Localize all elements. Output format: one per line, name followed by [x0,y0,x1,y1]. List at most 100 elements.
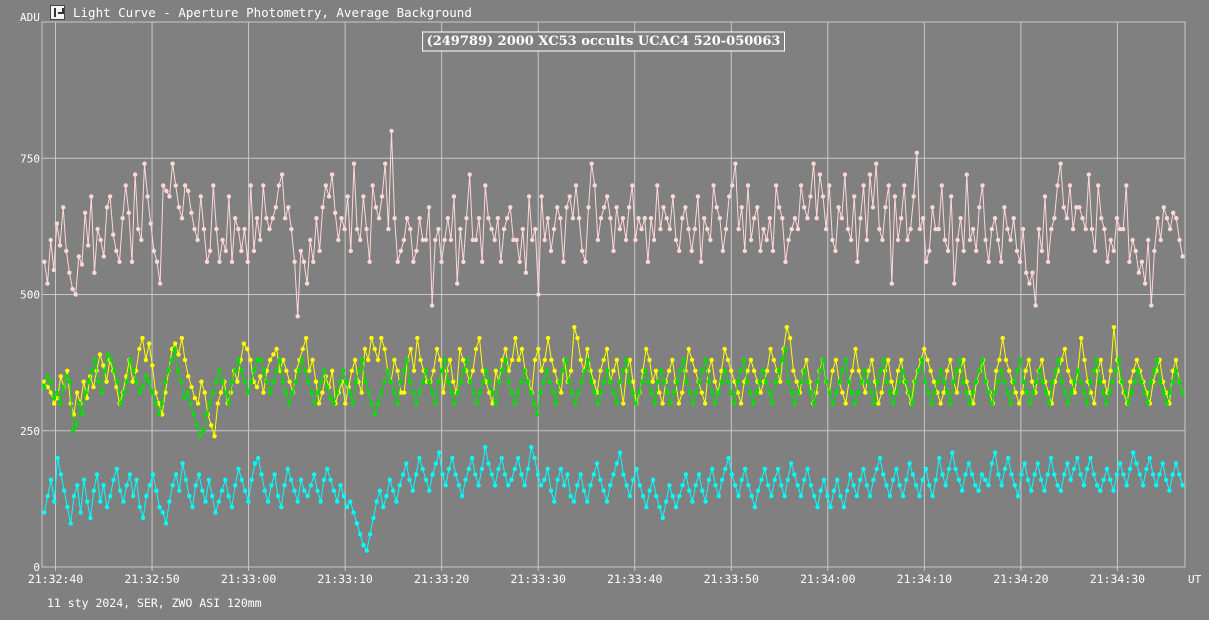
series-0-point [720,248,726,254]
series-0-point [45,281,50,286]
series-0-point [517,259,522,264]
series-1-point [559,390,564,395]
series-2-point [570,390,575,395]
series-3-point [910,472,915,477]
series-3-point [956,477,962,482]
series-2-point [992,390,998,395]
series-1-point [944,368,950,373]
series-3-point [552,499,557,504]
series-1-point [156,401,162,406]
series-2-point [1027,401,1033,406]
series-3-point [785,477,790,482]
series-3-point [154,488,159,493]
series-1-point [58,374,63,379]
series-2-point [1040,379,1045,384]
series-3-point [871,477,876,482]
series-3-point [575,483,580,488]
series-1-point [1092,401,1097,406]
series-3-point [1091,472,1097,477]
series-3-point [302,488,307,493]
series-2-point [512,401,518,406]
series-0-point [820,194,826,199]
series-0-point [983,237,988,243]
series-0-point [1124,183,1129,188]
series-2-point [547,379,553,384]
series-0-point [1083,226,1088,232]
series-3-point [719,477,725,482]
series-2-point [525,379,530,384]
series-1-point [660,401,665,406]
series-2-point [1097,379,1103,384]
series-0-point [905,237,910,243]
series-2-point [172,346,177,352]
series-3-point [960,488,965,493]
series-1-point [209,423,214,428]
series-3-point [844,488,850,493]
series-0-point [870,205,876,210]
series-1-point [568,368,574,373]
series-3-point [614,461,619,466]
series-1-point [516,357,521,363]
series-2-point [239,368,244,373]
series-2-point [137,390,142,395]
series-0-point [54,221,60,226]
series-0-point [592,183,597,188]
series-2-point [773,379,778,384]
series-1-point [1079,335,1084,341]
series-2-point [1174,368,1179,373]
series-1-point [447,357,453,363]
series-1-point [693,368,698,373]
series-3-point [351,510,356,515]
series-3-point [729,472,735,477]
series-0-point [442,237,447,243]
series-3-point [519,472,524,477]
series-3-point [338,483,343,488]
series-2-point [515,390,521,395]
series-2-point [1110,379,1115,384]
series-2-point [878,368,883,373]
series-0-point [64,248,69,254]
series-2-point [210,390,216,395]
chart-title-box [422,31,785,52]
series-2-point [334,390,340,395]
series-3-point [654,493,659,499]
series-2-point [760,368,766,373]
series-0-point [236,226,241,232]
series-0-point [1111,248,1117,254]
series-1-point [964,379,969,384]
series-3-point [246,499,251,504]
series-1-point [614,357,619,363]
series-3-point [571,499,577,504]
series-2-point [519,379,524,384]
series-2-point [643,368,648,373]
series-3-point [772,477,777,482]
series-0-point [261,183,266,188]
series-2-point [302,368,308,373]
series-1-point [712,379,718,384]
series-3-point [933,477,939,482]
chart-app-icon[interactable] [50,4,65,20]
series-0-point [986,259,991,264]
series-2-point [976,368,982,373]
series-0-point [107,194,113,199]
series-1-point [1062,346,1068,352]
series-1-point [1023,368,1028,373]
series-2-point [1158,379,1163,384]
series-0-point [939,183,944,188]
series-3-point [206,477,212,482]
series-1-point [281,357,286,363]
series-1-point [644,346,649,352]
series-3-point [696,472,702,477]
series-2-point [204,412,209,417]
series-2-point [105,352,111,357]
series-3-point [108,493,113,499]
series-1-point [74,390,80,395]
series-3-point [489,472,494,477]
series-3-point [1029,488,1034,493]
series-0-point [95,226,100,232]
series-3-point [736,493,741,499]
series-3-point [634,466,639,472]
series-2-point [916,368,921,373]
series-1-point [254,384,260,390]
series-3-point [1032,472,1037,477]
